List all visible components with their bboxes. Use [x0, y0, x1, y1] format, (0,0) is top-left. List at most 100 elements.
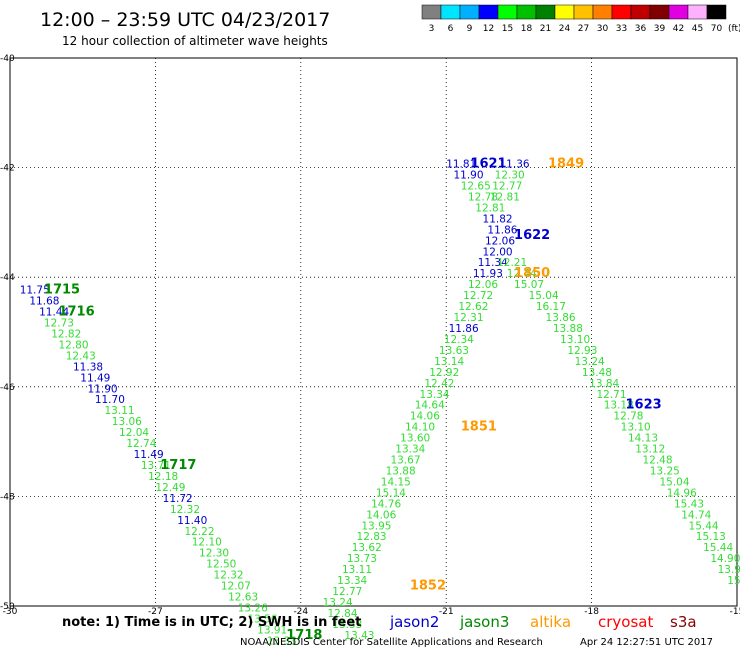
wave-height-point: 12.78 [468, 191, 498, 203]
wave-height-point: 13.88 [386, 465, 416, 477]
wave-height-point: 15.04 [529, 290, 559, 302]
x-tick-label: -27 [148, 607, 163, 617]
wave-height-point: 12.71 [596, 389, 626, 401]
wave-height-point: 12.83 [357, 531, 387, 543]
x-tick-label: -21 [439, 607, 454, 617]
wave-height-point: 12.30 [199, 548, 229, 560]
colorbar-label: 27 [578, 24, 589, 34]
wave-height-point: 11.44 [39, 307, 69, 319]
pass-time-tag: 1623 [626, 398, 662, 413]
wave-height-point: 12.31 [453, 312, 483, 324]
wave-height-point: 13.34 [420, 389, 450, 401]
wave-height-point: 12.43 [66, 350, 96, 362]
wave-height-point: 13.10 [560, 334, 590, 346]
wave-height-point: 11.86 [487, 224, 517, 236]
wave-height-point: 12.32 [170, 504, 200, 516]
colorbar-label: 36 [635, 24, 647, 34]
wave-height-point: 13.88 [553, 323, 583, 335]
wave-height-point: 12.93 [567, 345, 597, 357]
wave-height-point: 14.74 [681, 509, 711, 521]
wave-height-point: 13.9 [718, 564, 740, 576]
lat-lon-grid [10, 58, 737, 606]
wave-height-point: 13.10 [621, 422, 651, 434]
wave-height-point: 12.62 [458, 301, 488, 313]
wave-height-point: 12.06 [485, 235, 515, 247]
x-tick-label: -15 [730, 607, 740, 617]
colorbar-swatch [554, 4, 575, 20]
wave-height-point: 14.06 [410, 411, 440, 423]
wave-height-point: 15 [727, 575, 740, 587]
pass-time-tag: 1621 [470, 157, 506, 172]
wave-height-point: 11.70 [95, 394, 125, 406]
wave-height-point: 12.04 [119, 427, 149, 439]
colorbar-label: 70 [711, 24, 723, 34]
wave-height-point: 13.71 [141, 460, 171, 472]
wave-height-point: 13.62 [352, 542, 382, 554]
colorbar-label: 39 [654, 24, 666, 34]
pass-time-tag: 1850 [514, 266, 550, 281]
wave-height-point: 12.65 [461, 181, 491, 193]
wave-height-point: 15.13 [696, 531, 726, 543]
footer-timestamp: Apr 24 12:27:51 UTC 2017 [580, 637, 713, 648]
wave-height-point: 15.14 [376, 487, 406, 499]
axis-tick-labels: -30 -27 -24 -21 -18 -15 -40 -42 -44 -46 -48 -50 [0, 54, 740, 617]
satellite-legend-s3a: s3a [670, 613, 697, 631]
wave-height-point: 11.86 [449, 323, 479, 335]
colorbar-swatch [459, 4, 480, 20]
wave-height-point: 13.91 [257, 624, 287, 636]
colorbar-label: 45 [692, 24, 703, 34]
x-tick-label: -24 [293, 607, 308, 617]
wave-height-point: 13.24 [575, 356, 605, 368]
colorbar-swatch [573, 4, 594, 20]
wave-height-point: 13.34 [395, 444, 425, 456]
pass-time-tag: 1622 [514, 228, 550, 243]
wave-height-point: 13.24 [323, 597, 353, 609]
wave-height-point: 11.49 [134, 449, 164, 461]
colorbar-swatch [592, 4, 613, 20]
wave-height-point: 13.12 [635, 444, 665, 456]
wave-height-point: 11.75 [20, 285, 50, 297]
wave-height-point: 14.10 [405, 422, 435, 434]
pass-time-tag: 1716 [58, 305, 94, 320]
wave-height-point: 15.43 [674, 498, 704, 510]
satellite-legend-cryosat: cryosat [598, 613, 653, 631]
wave-height-point: 13.34 [337, 575, 367, 587]
colorbar-label: 33 [616, 24, 627, 34]
wave-height-point: 12.10 [192, 537, 222, 549]
x-tick-label: -18 [584, 607, 599, 617]
wave-height-point: 11.90 [88, 383, 118, 395]
wave-height-point: 12.32 [214, 570, 244, 582]
wave-height-point: 12.44 [507, 268, 537, 280]
wave-height-point: 12.84 [327, 608, 357, 620]
y-tick-label: -50 [0, 602, 15, 612]
wave-height-point: 11.38 [73, 361, 103, 373]
wave-height-point: 14.64 [415, 400, 445, 412]
pass-time-tag: 1717 [160, 458, 196, 473]
wave-height-point: 11.49 [80, 372, 110, 384]
pass-time-tag: 1851 [461, 420, 497, 435]
colorbar-swatch [668, 4, 689, 20]
wave-height-point: 13.73 [347, 553, 377, 565]
colorbar-swatch [440, 4, 461, 20]
colorbar-label: 21 [540, 24, 551, 34]
wave-height-point: 13.63 [439, 345, 469, 357]
pass-time-tag: 1715 [44, 283, 80, 298]
wave-height-point: 14.15 [381, 476, 411, 488]
wave-height-point: 15.04 [659, 476, 689, 488]
pass-time-tag: 1718 [286, 628, 322, 643]
y-tick-label: -40 [0, 54, 15, 64]
y-tick-label: -44 [0, 273, 15, 283]
wave-height-point: 13.25 [650, 465, 680, 477]
wave-height-point: 11.93 [473, 268, 503, 280]
wave-height-point: 13.56 [247, 613, 277, 625]
wave-height-point: 12.30 [495, 170, 525, 182]
wave-height-point: 12.77 [332, 586, 362, 598]
wave-height-point: 12.74 [126, 438, 156, 450]
wave-height-point: 12.48 [642, 455, 672, 467]
colorbar-label: 6 [448, 24, 454, 34]
wave-height-point: 12.92 [429, 367, 459, 379]
wave-height-point: 11.81 [446, 159, 476, 171]
colorbar-swatch [649, 4, 670, 20]
colorbar-swatch [535, 4, 556, 20]
